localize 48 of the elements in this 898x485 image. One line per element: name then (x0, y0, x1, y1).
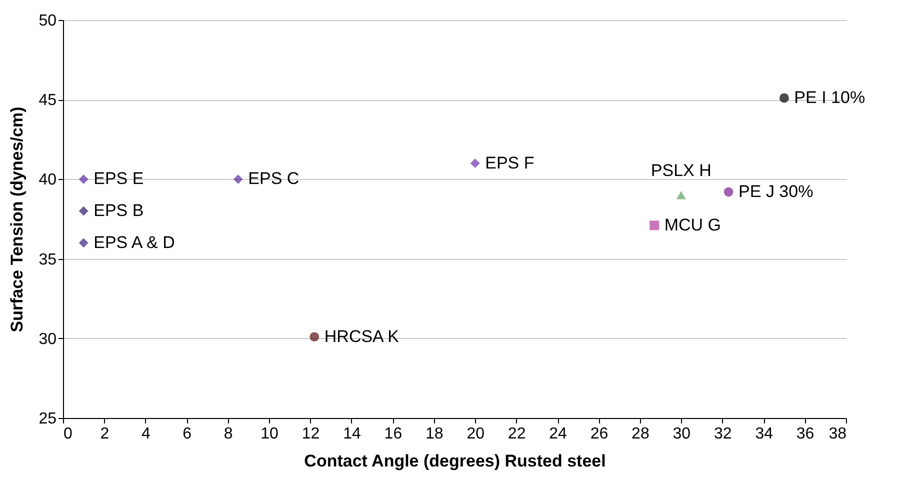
series-label: PSLX H (650, 161, 712, 180)
y-tick-label: 30 (38, 330, 57, 348)
x-tick-label: 10 (260, 426, 279, 442)
series-label: EPS B (94, 201, 144, 220)
series-label: MCU G (664, 215, 722, 234)
x-tick-label: 32 (714, 426, 732, 442)
series-label: HRCSA K (324, 326, 400, 346)
series-label: PE I 10% (794, 88, 866, 108)
y-tick-label: 40 (38, 172, 57, 189)
point (470, 158, 480, 168)
x-tick-label: 22 (508, 426, 526, 442)
point (779, 93, 789, 103)
x-axis-title: Contact Angle (degrees) Rusted steel (304, 452, 606, 470)
x-tick-label: 4 (141, 426, 150, 442)
point (650, 220, 660, 230)
x-tick-label: 6 (182, 426, 192, 442)
series-label: EPS E (94, 169, 144, 188)
point (78, 174, 88, 184)
y-tick-label: 45 (38, 92, 57, 110)
series-label: PE J 30% (738, 182, 814, 201)
y-tick-label: 50 (38, 12, 57, 30)
x-tick-label: 24 (549, 426, 568, 442)
y-tick-label: 25 (38, 410, 57, 428)
series-label: EPS C (248, 169, 300, 188)
x-tick-label: 28 (632, 426, 650, 442)
x-tick-label: 16 (384, 426, 402, 442)
x-tick-label: 8 (224, 426, 233, 442)
point (676, 191, 686, 200)
x-tick-label: 34 (755, 426, 774, 442)
x-tick-label: 38 (828, 426, 847, 442)
series-label: EPS F (485, 153, 534, 172)
x-tick-label: 14 (343, 426, 361, 442)
point (78, 206, 88, 216)
series-label: EPS A & D (94, 232, 175, 252)
point (78, 238, 88, 248)
y-tick-label: 35 (38, 251, 57, 268)
x-tick-label: 0 (64, 426, 72, 442)
x-tick-label: 36 (796, 426, 814, 442)
y-axis-title: Surface Tension (dynes/cm) (8, 106, 27, 332)
point (233, 174, 243, 184)
x-tick-label: 30 (672, 426, 691, 442)
x-tick-label: 20 (466, 426, 485, 442)
point (724, 187, 734, 197)
point (310, 332, 320, 342)
x-tick-label: 26 (590, 426, 608, 442)
x-tick-label: 12 (302, 426, 320, 442)
x-tick-label: 18 (425, 426, 444, 442)
x-tick-label: 2 (100, 426, 110, 442)
